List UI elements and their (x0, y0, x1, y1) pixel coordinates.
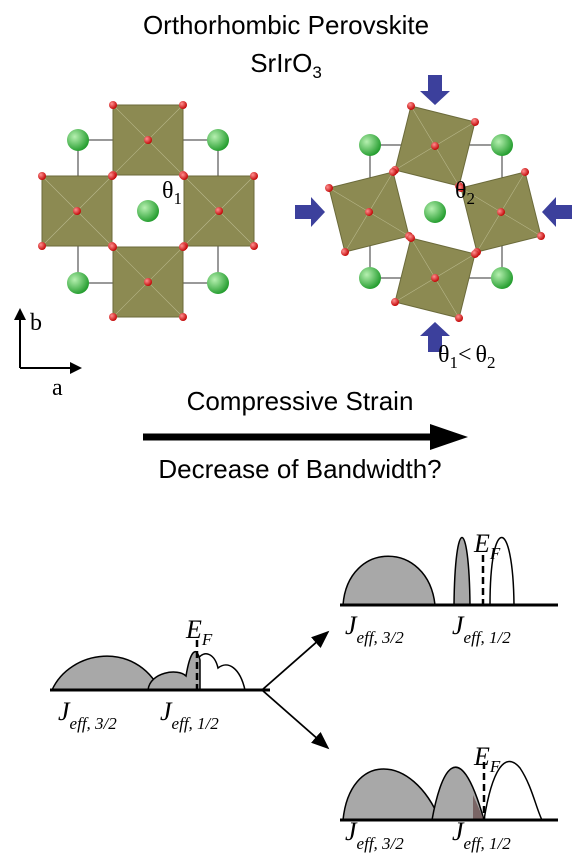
formula-base: SrIrO (250, 48, 312, 78)
band-label: Jeff, 3/2 (345, 817, 404, 853)
band-low (343, 556, 435, 605)
axis-a: a (52, 375, 63, 401)
strontium (137, 200, 159, 222)
angle-label: θ2 (455, 178, 475, 208)
oxygen (215, 207, 223, 215)
oxygen (109, 243, 117, 251)
title: Orthorhombic Perovskite (143, 10, 429, 40)
cmp-left-sub: 1 (450, 353, 459, 372)
band-sub: eff, 3/2 (357, 834, 405, 853)
oxygen (109, 313, 117, 321)
band-empty (197, 654, 245, 690)
comparison: θ1<θ2 (438, 342, 496, 372)
oxygen (180, 172, 188, 180)
band-label: Jeff, 3/2 (345, 611, 404, 647)
strain-bottom: Decrease of Bandwidth? (158, 454, 441, 484)
octahedron (390, 233, 480, 323)
angle-sub: 2 (467, 189, 476, 208)
oxygen (250, 242, 258, 250)
octahedron (109, 101, 187, 179)
strontium (491, 134, 513, 156)
lattice-left (38, 101, 258, 321)
angle-label: θ1 (162, 178, 182, 208)
angle-sub: 1 (174, 189, 183, 208)
oxygen (144, 278, 152, 286)
cmp-left: θ (438, 342, 450, 368)
cmp-right-sub: 2 (487, 353, 496, 372)
strain-arrow-head (430, 424, 468, 450)
cmp-right: θ (476, 342, 488, 368)
strontium (359, 134, 381, 156)
oxygen (108, 172, 116, 180)
band-high (454, 538, 470, 606)
fermi-label: EF (185, 615, 213, 649)
fermi-symbol: E (185, 615, 202, 644)
axes-lines (20, 312, 78, 368)
fermi-sub: F (489, 757, 501, 776)
formula: SrIrO3 (250, 48, 322, 82)
figure: Orthorhombic Perovskite SrIrO3 θ1 θ2 b a… (0, 0, 572, 859)
branch-arrow (262, 632, 328, 690)
band-label: Jeff, 3/2 (58, 697, 117, 733)
oxygen (179, 243, 187, 251)
strontium (491, 267, 513, 289)
band-label: Jeff, 1/2 (160, 697, 219, 733)
band-sub: eff, 1/2 (464, 834, 512, 853)
band-sub: eff, 3/2 (70, 714, 118, 733)
oxygen (73, 207, 81, 215)
octahedron (324, 167, 414, 257)
fermi-sub: F (201, 630, 213, 649)
octahedron (180, 172, 258, 250)
formula-sub: 3 (312, 63, 321, 82)
oxygen (179, 101, 187, 109)
fermi-label: EF (473, 529, 501, 563)
strontium (207, 129, 229, 151)
strontium (207, 272, 229, 294)
oxygen (144, 136, 152, 144)
strain-indicator (295, 197, 325, 227)
band-sub: eff, 3/2 (357, 628, 405, 647)
band-label: Jeff, 1/2 (452, 611, 511, 647)
band-low (343, 769, 440, 820)
strain-top: Compressive Strain (187, 386, 414, 416)
angle-symbol: θ (455, 178, 467, 204)
strain-indicator (420, 75, 450, 105)
strontium (359, 267, 381, 289)
octahedron (456, 167, 546, 257)
strontium (67, 129, 89, 151)
oxygen (38, 172, 46, 180)
oxygen (179, 313, 187, 321)
branch-arrow (262, 690, 328, 748)
dos-panel: EF Jeff, 3/2 Jeff, 1/2 (50, 615, 270, 733)
oxygen (38, 242, 46, 250)
band-sub: eff, 1/2 (464, 628, 512, 647)
strontium (424, 201, 446, 223)
band-low (52, 656, 160, 690)
cmp-rel: < (458, 342, 472, 368)
octahedron (38, 172, 116, 250)
band-high (148, 652, 200, 690)
oxygen (109, 101, 117, 109)
axis-b: b (30, 310, 42, 336)
band-sub: eff, 1/2 (172, 714, 220, 733)
fermi-symbol: E (473, 742, 490, 771)
band-label: Jeff, 1/2 (452, 817, 511, 853)
fermi-label: EF (473, 742, 501, 776)
dos-panel: EF Jeff, 3/2 Jeff, 1/2 (340, 529, 558, 647)
axes-heads (14, 308, 82, 374)
fermi-sub: F (489, 544, 501, 563)
angle-symbol: θ (162, 178, 174, 204)
strain-indicator (542, 197, 572, 227)
dos-panel: EF Jeff, 3/2 Jeff, 1/2 (340, 742, 558, 853)
fermi-symbol: E (473, 529, 490, 558)
octahedron (109, 243, 187, 321)
lattice-right (295, 75, 572, 352)
strontium (67, 272, 89, 294)
oxygen (250, 172, 258, 180)
